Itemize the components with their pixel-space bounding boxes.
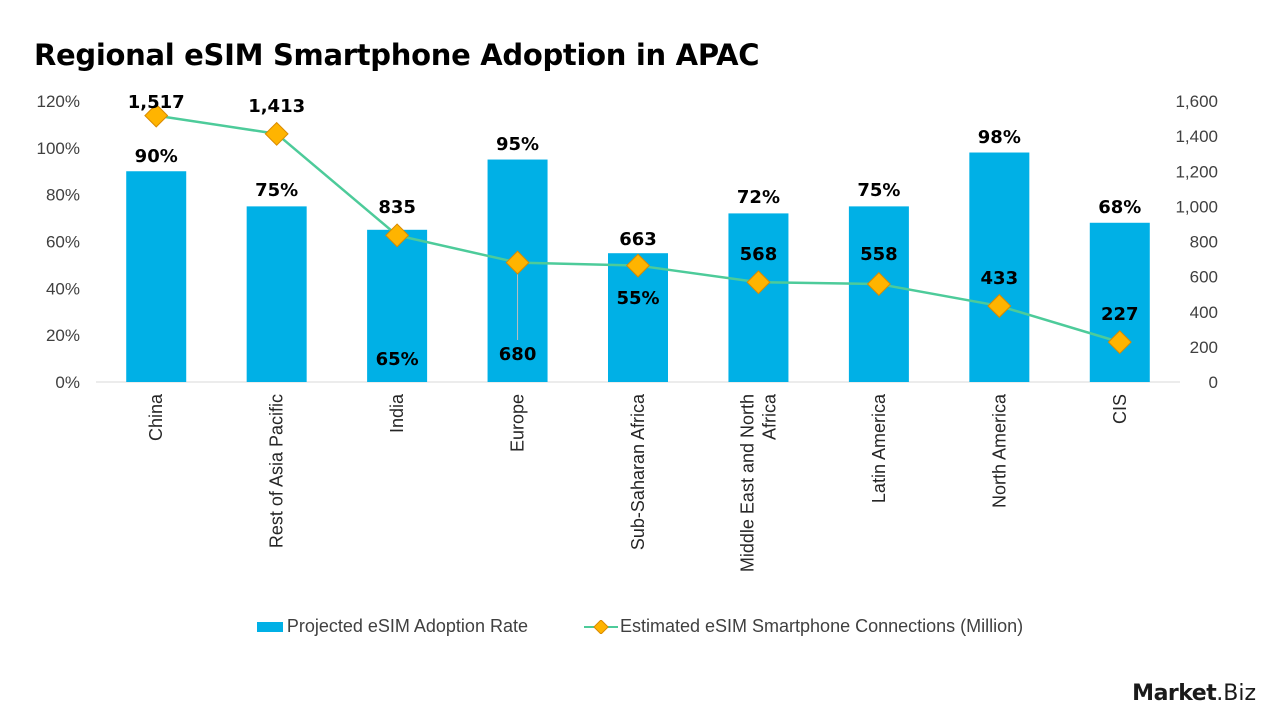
category-label-line: Rest of Asia Pacific: [267, 394, 287, 548]
line-marker: [746, 270, 771, 295]
category-label: Europe: [508, 394, 528, 452]
line-series: [144, 103, 1132, 355]
category-label: CIS: [1110, 394, 1130, 424]
bar-data-label: 72%: [737, 187, 780, 208]
category-labels: China Rest of Asia Pacific India Europe Sub-…: [146, 393, 1130, 572]
line-marker: [987, 293, 1012, 318]
bar-data-label: 90%: [135, 146, 178, 167]
bar-series: [126, 152, 1150, 382]
left-axis-tick: 40%: [46, 279, 80, 298]
line-data-label: 663: [619, 229, 657, 250]
line-data-label: 568: [740, 244, 778, 265]
bar-data-label: 65%: [376, 349, 419, 370]
chart-legend: Projected eSIM Adoption Rate Estimated e…: [0, 616, 1280, 637]
bar-data-label: 95%: [496, 134, 539, 155]
left-axis-tick: 20%: [46, 326, 80, 345]
bar: [728, 213, 789, 382]
line-data-label: 680: [499, 344, 537, 365]
category-label-line: China: [146, 393, 166, 441]
left-axis-tick: 120%: [37, 92, 80, 111]
line-marker: [144, 103, 169, 128]
legend-bar-label: Projected eSIM Adoption Rate: [286, 616, 528, 636]
bar-data-label: 68%: [1098, 197, 1141, 218]
category-label-line: Europe: [508, 394, 528, 452]
bar: [126, 171, 187, 382]
brand-logo: Market .Biz: [1132, 681, 1256, 706]
left-axis-tick: 100%: [37, 139, 80, 158]
line-marker: [385, 223, 410, 248]
line-marker: [866, 271, 891, 297]
legend-bar-swatch: [256, 621, 283, 632]
bar-data-label: 75%: [857, 180, 900, 201]
category-label: China: [146, 393, 166, 441]
category-label: Rest of Asia Pacific: [267, 394, 287, 548]
left-axis-tick: 0%: [55, 373, 80, 392]
right-axis-tick: 1,000: [1175, 197, 1218, 216]
category-label: North America: [989, 393, 1009, 508]
chart-title: Regional eSIM Smartphone Adoption in APA…: [34, 38, 760, 72]
right-axis-tick: 800: [1190, 233, 1218, 252]
bar: [1089, 222, 1150, 382]
category-label-line: Sub-Saharan Africa: [628, 393, 648, 550]
line-data-label: 227: [1101, 304, 1139, 325]
line-marker: [625, 253, 651, 278]
legend-line-swatch: [583, 619, 618, 634]
combo-chart: 0% 20% 40% 60% 80% 100% 120% 0 200 400 600 800 1,000…: [37, 92, 1218, 572]
legend-item-line: Estimated eSIM Smartphone Connections (M…: [583, 616, 1024, 637]
category-label: India: [387, 393, 407, 433]
logo-text-main: Market: [1132, 681, 1217, 706]
left-axis-tick: 60%: [46, 233, 80, 252]
category-label: Sub-Saharan Africa: [628, 393, 648, 550]
right-axis-tick: 600: [1190, 268, 1218, 287]
category-label-line: Middle East and North: [737, 394, 757, 572]
category-label-line: Latin America: [869, 393, 889, 503]
line-data-label: 835: [378, 197, 416, 218]
category-label: Middle East and North Africa: [737, 393, 779, 572]
category-label-line: India: [387, 393, 407, 433]
line-data-label: 558: [860, 244, 898, 265]
line-data-label: 1,517: [128, 92, 185, 113]
legend-line-label: Estimated eSIM Smartphone Connections (M…: [619, 616, 1024, 636]
left-axis-tick: 80%: [46, 186, 80, 205]
category-label-line: CIS: [1110, 394, 1130, 424]
line-marker: [264, 121, 289, 146]
line-marker: [1107, 330, 1132, 355]
legend-item-bar: Projected eSIM Adoption Rate: [256, 616, 528, 637]
bar-data-label: 75%: [255, 180, 298, 201]
bar: [367, 229, 428, 382]
right-axis-tick: 1,400: [1175, 127, 1218, 146]
right-axis-tick: 200: [1190, 338, 1218, 357]
line-marker: [505, 250, 530, 275]
category-label-line: North America: [989, 393, 1009, 508]
right-axis-tick: 1,600: [1175, 92, 1218, 111]
line-data-label: 433: [981, 268, 1019, 289]
line-data-label: 1,413: [248, 96, 305, 117]
data-labels: 90% 75% 65% 95% 55% 72% 75% 98% 68% 1,517 1,413 835…: [128, 92, 1142, 370]
bar-data-label: 98%: [978, 127, 1021, 148]
logo-text-suffix: .Biz: [1216, 681, 1256, 706]
bar: [246, 206, 307, 382]
bar-data-label: 55%: [616, 288, 659, 309]
category-label: Latin America: [869, 393, 889, 503]
right-axis-tick: 0: [1209, 373, 1218, 392]
bar: [969, 152, 1030, 382]
right-axis-tick: 400: [1190, 303, 1218, 322]
right-axis-tick: 1,200: [1175, 162, 1218, 181]
category-label-line: Africa: [759, 393, 779, 440]
chart-axes: 0% 20% 40% 60% 80% 100% 120% 0 200 400 600 800 1,000…: [37, 92, 1218, 392]
